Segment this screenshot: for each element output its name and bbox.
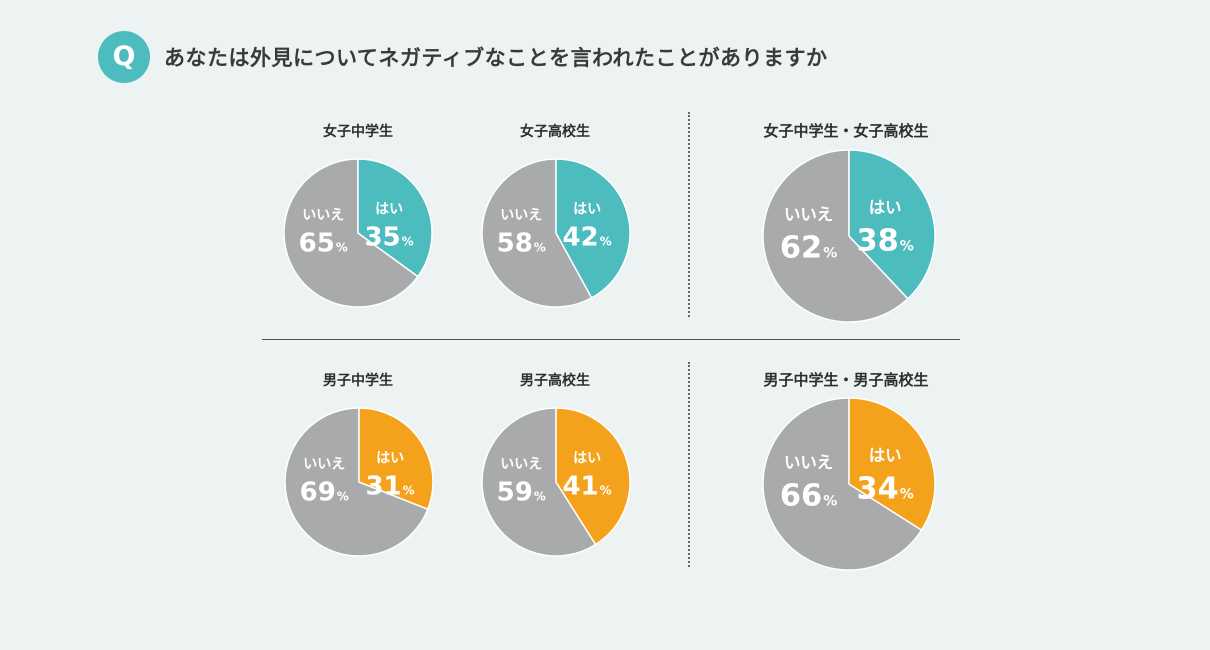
yes-label: はい (573, 202, 601, 218)
no-label: いいえ (500, 456, 542, 472)
slice-yes (848, 397, 936, 531)
slice-no (762, 397, 923, 571)
pie-girls-total: はい 38% いいえ 62% (762, 149, 936, 323)
slice-no (762, 149, 909, 323)
yes-label: はい (376, 451, 404, 467)
slice-yes (555, 407, 631, 546)
yes-label: はい (869, 446, 902, 465)
no-value: 69% (300, 477, 349, 507)
no-label: いいえ (500, 207, 542, 223)
yes-value: 41% (562, 472, 611, 502)
no-label: いいえ (784, 453, 833, 472)
no-value: 59% (497, 477, 546, 507)
question-text: あなたは外見についてネガティブなことを言われたことがありますか (164, 46, 828, 70)
column-divider-bottom (688, 362, 690, 567)
pie-girls-junior-high: はい 35% いいえ 65% (283, 158, 433, 308)
yes-label: はい (375, 202, 403, 218)
column-divider-top (688, 112, 690, 317)
yes-value: 31% (365, 472, 414, 502)
no-label: いいえ (302, 207, 344, 223)
no-value: 62% (780, 231, 837, 266)
no-value: 58% (497, 228, 546, 258)
no-label: いいえ (784, 205, 833, 224)
question-badge: Q (98, 31, 150, 83)
slice-no (283, 158, 419, 308)
no-label: いいえ (303, 456, 345, 472)
yes-label: はい (573, 451, 601, 467)
slice-yes (555, 158, 631, 299)
yes-value: 35% (364, 223, 413, 253)
slice-no (481, 158, 593, 308)
pie-boys-total: はい 34% いいえ 66% (762, 397, 936, 571)
chart-title-girls-high: 女子高校生 (520, 124, 590, 140)
yes-value: 34% (856, 472, 913, 507)
chart-title-boys-junior-high: 男子中学生 (323, 373, 393, 389)
chart-title-girls-total: 女子中学生・女子高校生 (763, 122, 929, 140)
pie-boys-junior-high: はい 31% いいえ 69% (284, 407, 434, 557)
slice-yes (358, 407, 434, 510)
slice-yes (357, 158, 433, 278)
chart-title-boys-high: 男子高校生 (520, 373, 590, 389)
no-value: 65% (299, 228, 348, 258)
slice-no (481, 407, 597, 557)
pie-girls-high: はい 42% いいえ 58% (481, 158, 631, 308)
slice-no (284, 407, 429, 557)
pie-boys-high: はい 41% いいえ 59% (481, 407, 631, 557)
row-divider (262, 339, 960, 340)
chart-title-girls-junior-high: 女子中学生 (323, 124, 393, 140)
no-value: 66% (780, 479, 837, 514)
yes-value: 38% (856, 224, 913, 259)
yes-value: 42% (562, 223, 611, 253)
yes-label: はい (869, 198, 902, 217)
chart-title-boys-total: 男子中学生・男子高校生 (763, 371, 929, 389)
slice-yes (848, 149, 936, 300)
